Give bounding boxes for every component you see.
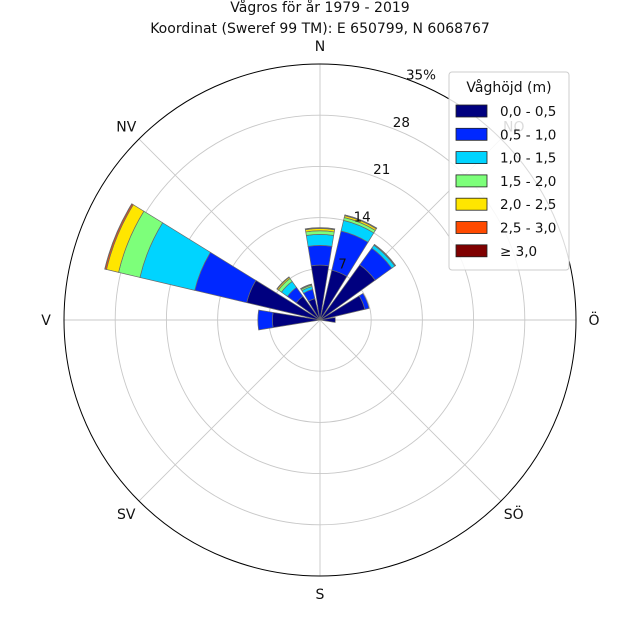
direction-label-4: S (316, 587, 325, 603)
legend-swatch-1 (455, 127, 488, 141)
radial-tick-label-4: 35% (406, 67, 436, 83)
radial-tick-label-0: 7 (338, 257, 347, 273)
radial-tick-label-3: 28 (393, 115, 410, 131)
chart-subtitle: Koordinat (Sweref 99 TM): E 650799, N 60… (150, 21, 490, 37)
wedge-3-1 (358, 292, 370, 310)
legend-title: Våghöjd (m) (466, 79, 551, 96)
legend-label-1: 0,5 - 1,0 (500, 127, 556, 143)
wedge-0-2 (305, 234, 335, 247)
wedge-2-4 (373, 243, 397, 267)
wedge-1-6 (344, 214, 378, 229)
chart-title: Vågros för år 1979 - 2019 (230, 0, 409, 16)
legend-swatch-3 (455, 174, 488, 188)
radial-tick-label-1: 14 (354, 209, 371, 225)
wedge-12-1 (257, 309, 274, 331)
radial-tick-labels: 7 14 21 28 35% (338, 67, 436, 272)
radial-tick-label-2: 21 (373, 162, 390, 178)
legend: Våghöjd (m) 0,0 - 0,5 0,5 - 1,0 1,0 - 1,5 1… (448, 71, 570, 271)
legend-label-0: 0,0 - 0,5 (500, 104, 556, 120)
legend-label-6: ≥ 3,0 (500, 244, 537, 260)
direction-label-5: SV (117, 507, 136, 523)
bar-sectors (104, 203, 397, 331)
legend-swatch-2 (455, 151, 488, 165)
outer-circle (63, 63, 577, 577)
wedge-14-6 (276, 276, 290, 290)
direction-label-3: SÖ (504, 505, 524, 523)
legend-swatch-0 (455, 104, 488, 118)
direction-label-7: NV (116, 119, 136, 135)
legend-label-5: 2,5 - 3,0 (500, 221, 556, 237)
legend-swatch-4 (455, 197, 488, 211)
grid-spoke-5 (138, 319, 321, 502)
legend-swatch-5 (455, 221, 488, 234)
wedge-15-6 (300, 283, 312, 290)
wedge-0-6 (304, 227, 336, 230)
legend-swatch-6 (455, 244, 488, 258)
legend-box (448, 71, 570, 271)
wedge-13-6 (104, 203, 133, 270)
wedge-4-0 (319, 317, 336, 323)
direction-label-6: V (41, 313, 51, 329)
wedge-0-1 (307, 245, 333, 267)
legend-label-3: 1,5 - 2,0 (500, 174, 556, 190)
grid-spoke-3 (319, 319, 502, 502)
legend-label-4: 2,0 - 2,5 (500, 197, 556, 213)
direction-label-2: Ö (588, 311, 599, 329)
legend-label-2: 1,0 - 1,5 (500, 151, 556, 167)
direction-label-0: N (315, 39, 325, 55)
